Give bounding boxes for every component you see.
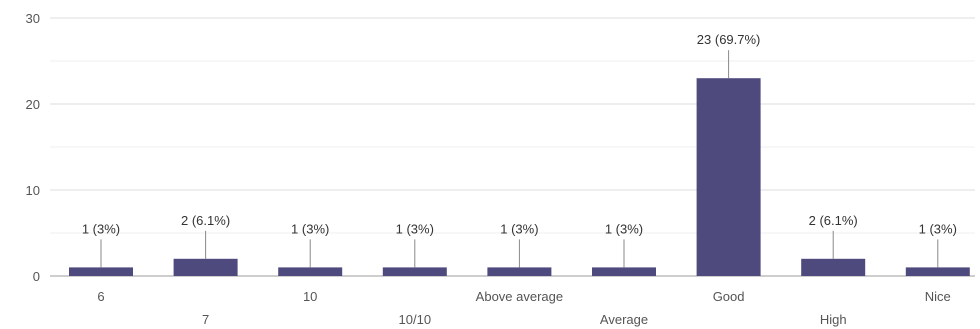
data-label: 2 (6.1%) [181, 213, 230, 228]
x-tick-label: Above average [476, 289, 563, 304]
y-axis-ticks: 0 10 20 30 [26, 11, 40, 284]
bar [382, 267, 447, 276]
y-tick-label: 10 [26, 183, 40, 198]
bar [69, 267, 133, 276]
bar [487, 267, 552, 276]
x-tick-label: 10/10 [399, 312, 432, 327]
x-tick-label: Average [600, 312, 648, 327]
bars [69, 78, 970, 276]
y-tick-label: 0 [33, 269, 40, 284]
y-tick-label: 20 [26, 97, 40, 112]
gridlines [50, 17, 975, 234]
data-label: 1 (3%) [919, 221, 957, 236]
bar [801, 258, 866, 276]
data-label: 1 (3%) [605, 221, 643, 236]
x-axis-ticks: 6 7 10 10/10 Above average Average Good High Nic… [97, 289, 950, 327]
x-tick-label: 7 [202, 312, 209, 327]
data-label: 1 (3%) [82, 221, 120, 236]
x-tick-label: High [820, 312, 847, 327]
data-label: 1 (3%) [500, 221, 538, 236]
x-tick-label: 6 [97, 289, 104, 304]
bar [278, 267, 343, 276]
x-tick-label: Good [713, 289, 745, 304]
bar [592, 267, 656, 276]
data-labels: 1 (3%) 2 (6.1%) 1 (3%) 1 (3%) 1 (3%) 1 (3%) 23… [82, 32, 957, 268]
x-tick-label: Nice [925, 289, 951, 304]
data-label: 23 (69.7%) [697, 32, 761, 47]
data-label: 2 (6.1%) [809, 213, 858, 228]
data-label: 1 (3%) [291, 221, 329, 236]
x-tick-label: 10 [303, 289, 317, 304]
y-tick-label: 30 [26, 11, 40, 26]
bar [696, 78, 761, 276]
bar [173, 258, 238, 276]
bar [905, 267, 970, 276]
data-label: 1 (3%) [396, 221, 434, 236]
